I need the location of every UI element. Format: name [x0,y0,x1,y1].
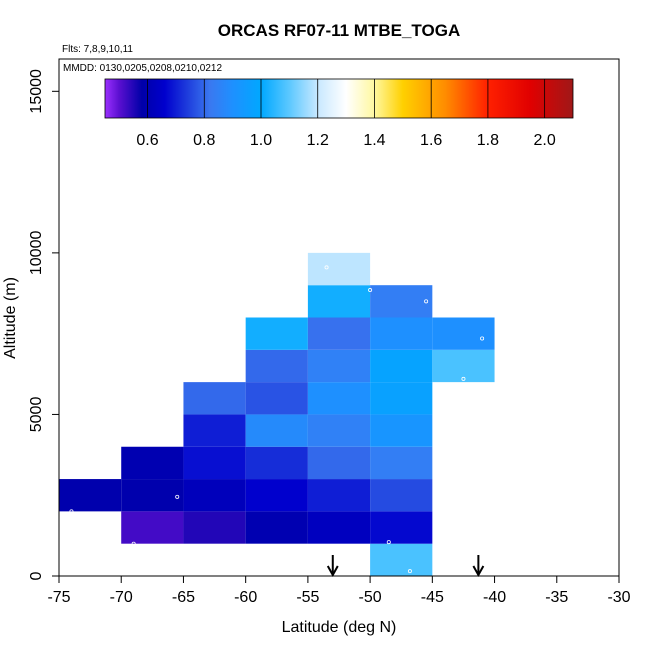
heatmap-cell [59,479,122,512]
heatmap-cell [307,414,371,447]
sample-point [324,265,329,270]
sample-point [131,541,136,546]
heatmap-cell [183,479,246,512]
colorbar-tick-label: 1.8 [477,132,499,149]
x-tick-label: -65 [172,589,195,606]
sample-point [368,288,373,293]
sample-point [407,569,412,574]
heatmap-cell [307,317,371,350]
heatmap-cell [183,511,246,544]
y-tick-label: 5000 [28,397,45,433]
colorbar-tick-label: 0.6 [136,132,158,149]
heatmap-cell [121,446,184,480]
x-axis-label: Latitude (deg N) [282,619,397,636]
colorbar-tick-label: 1.2 [307,132,329,149]
sample-point [386,540,391,545]
colorbar-tick-label: 1.4 [363,132,385,149]
heatmap-cell [245,382,308,415]
dates-note: MMDD: 0130,0205,0208,0210,0212 [63,63,222,74]
heatmap-cell [307,479,371,512]
colorbar-tick-label: 1.0 [250,132,272,149]
colorbar-tick-label: 0.8 [193,132,215,149]
heatmap-cell [245,414,308,447]
x-tick-label: -60 [234,589,257,606]
y-axis: 0 5000 10000 15000 [28,69,60,580]
y-tick-label: 10000 [28,231,45,276]
heatmap-cell [370,382,433,415]
x-tick-label: -35 [545,589,568,606]
sample-point [461,376,466,381]
heatmap-cell [370,479,433,512]
heatmap-cell [370,543,433,576]
colorbar-tick-label: 1.6 [420,132,442,149]
sample-points [69,265,485,574]
heatmap-cell [307,511,371,544]
heatmap-cell [370,285,433,318]
y-tick-label: 15000 [28,69,45,114]
heatmap-cell [245,446,308,480]
heatmap-cell [370,414,433,447]
sample-point [480,336,485,341]
x-tick-label: -55 [296,589,319,606]
sample-point [69,509,74,514]
x-tick-label: -30 [607,589,630,606]
x-tick-label: -70 [110,589,133,606]
colorbar-gradient [104,78,574,119]
marker-arrow [326,555,339,578]
heatmap-cell [245,511,308,544]
x-tick-label: -75 [47,589,70,606]
heatmap-cell [370,349,433,383]
x-tick-label: -40 [483,589,506,606]
heatmap-cell [370,511,433,544]
marker-arrows [326,555,485,578]
heatmap-cell [245,317,308,350]
x-tick-label: -45 [421,589,444,606]
heatmap-cell [245,479,308,512]
heatmap-cell [307,252,371,286]
x-axis: -75 -70 -65 -60 -55 -50 -45 -40 -35 -30 [47,575,631,606]
heatmap-cell [183,446,246,480]
chart-title: ORCAS RF07-11 MTBE_TOGA [218,21,460,40]
heatmap-cell [307,382,371,415]
sample-point [424,299,429,304]
y-tick-label: 0 [28,571,45,580]
heatmap-cell [370,446,433,480]
heatmap-cell [307,349,371,383]
heatmap-cell [245,349,308,383]
heatmap-cell [370,317,433,350]
colorbar-tick-label: 2.0 [534,132,556,149]
heatmap-cell [307,285,371,318]
heatmap-cell [183,414,246,447]
heatmap-cell [121,479,184,512]
x-tick-label: -50 [359,589,382,606]
heatmap-cells [59,252,495,576]
heatmap-cell [307,446,371,480]
heatmap-cell [183,382,246,415]
y-axis-label: Altitude (m) [2,277,19,359]
colorbar: 0.6 0.8 1.0 1.2 1.4 1.6 1.8 2.0 [104,78,574,149]
marker-arrow [472,555,485,578]
heatmap-cell [121,511,184,544]
flights-note: Flts: 7,8,9,10,11 [62,44,133,55]
heatmap-cell [432,349,495,383]
heatmap-cell [432,317,495,350]
sample-point [175,494,180,499]
